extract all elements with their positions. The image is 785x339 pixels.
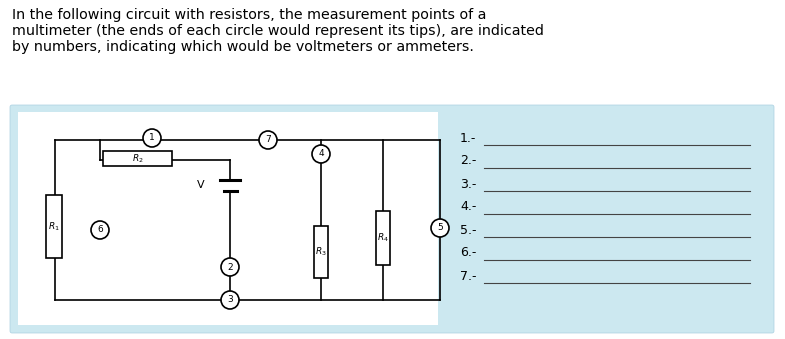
Text: 3: 3 (227, 296, 233, 304)
Text: 7: 7 (265, 136, 271, 144)
Text: 1.-: 1.- (460, 132, 476, 144)
Text: 5: 5 (437, 223, 443, 233)
Text: 7.-: 7.- (460, 270, 476, 282)
FancyBboxPatch shape (18, 112, 438, 325)
Bar (46, 195, 62, 258)
FancyBboxPatch shape (10, 105, 774, 333)
Text: 3.-: 3.- (460, 178, 476, 191)
Circle shape (221, 258, 239, 276)
Text: 2: 2 (227, 262, 233, 272)
Text: 6.-: 6.- (460, 246, 476, 259)
Circle shape (259, 131, 277, 149)
Circle shape (143, 129, 161, 147)
Text: $R_1$: $R_1$ (48, 220, 60, 233)
Text: 5.-: 5.- (460, 223, 476, 237)
Text: $R_3$: $R_3$ (315, 246, 327, 258)
Text: 4: 4 (318, 149, 323, 159)
Bar (376, 211, 390, 265)
Circle shape (431, 219, 449, 237)
Circle shape (221, 291, 239, 309)
Bar (314, 226, 328, 278)
Text: 6: 6 (97, 225, 103, 235)
Circle shape (91, 221, 109, 239)
Circle shape (312, 145, 330, 163)
Text: $R_2$: $R_2$ (132, 152, 144, 165)
Text: 1: 1 (149, 134, 155, 142)
Text: 2.-: 2.- (460, 155, 476, 167)
Text: 4.-: 4.- (460, 200, 476, 214)
Text: $R_4$: $R_4$ (377, 232, 389, 244)
Text: V: V (197, 180, 205, 191)
Bar (103, 151, 172, 166)
Text: In the following circuit with resistors, the measurement points of a
multimeter : In the following circuit with resistors,… (12, 8, 544, 54)
